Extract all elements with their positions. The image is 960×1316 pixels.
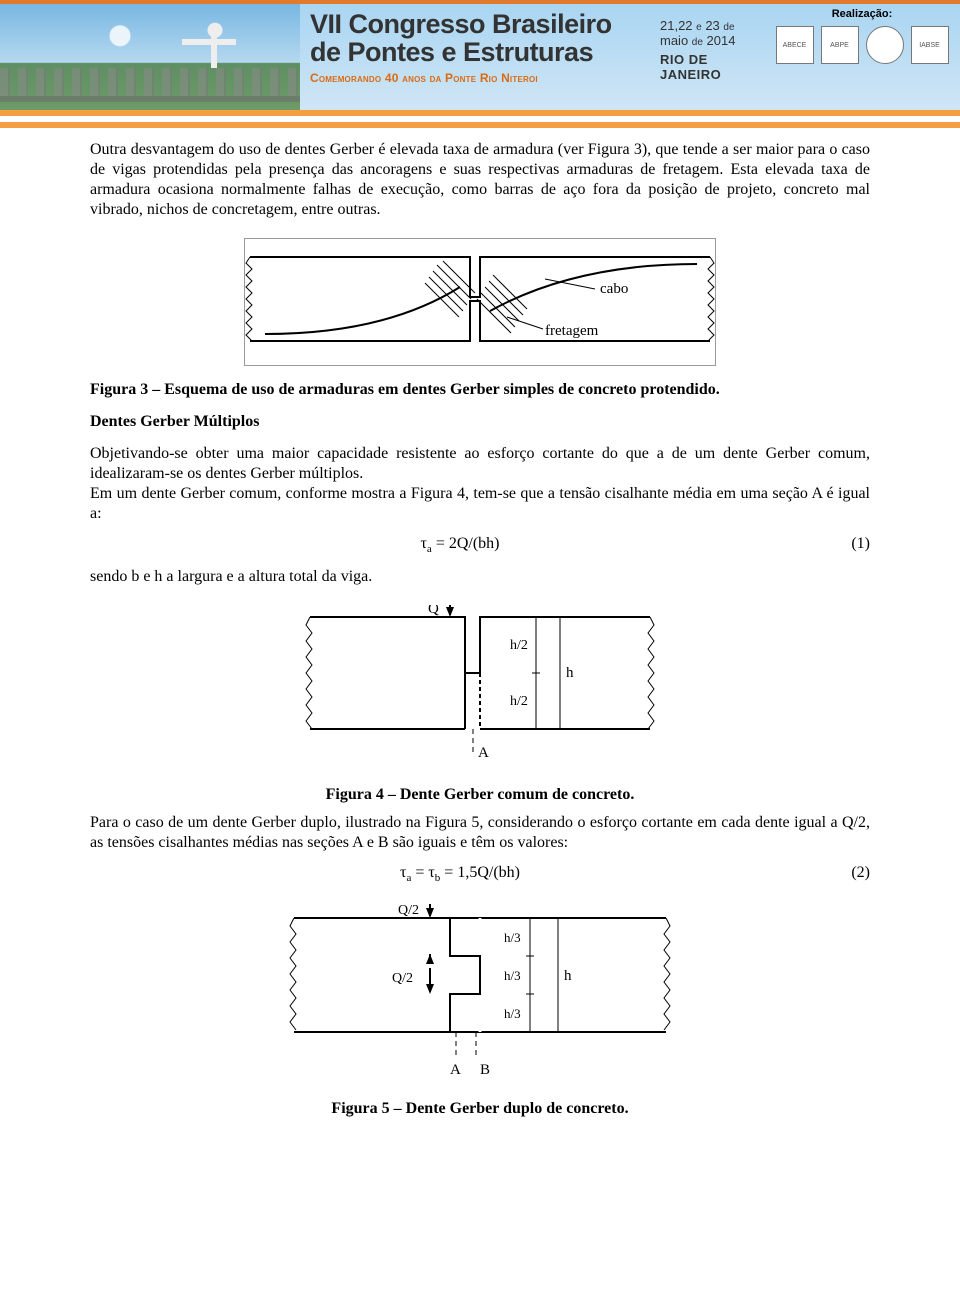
banner-date-line2: maio de 2014 [660, 33, 770, 48]
banner-photo [0, 4, 300, 110]
fig5-h3a: h/3 [504, 930, 521, 945]
fig5-h3c: h/3 [504, 1006, 521, 1021]
fig4-h2a: h/2 [510, 638, 528, 653]
paragraph-1: Outra desvantagem do uso de dentes Gerbe… [90, 140, 870, 220]
fig3-label-cabo: cabo [600, 281, 628, 297]
header-banner: VII Congresso Brasileiro de Pontes e Est… [0, 0, 960, 116]
eq2-mid: = τ [411, 864, 434, 881]
fig5-B: B [480, 1062, 490, 1078]
equation-1: τa = 2Q/(bh) (1) [90, 534, 870, 557]
paragraph-4: sendo b e h a largura e a altura total d… [90, 567, 870, 587]
logo-row: ABECE ABPE IABSE [772, 26, 952, 64]
figure-4-caption: Figura 4 – Dente Gerber comum de concret… [90, 785, 870, 805]
banner-date-block: 21,22 e 23 de maio de 2014 RIO DE JANEIR… [660, 4, 770, 110]
figure-3-caption: Figura 3 – Esquema de uso de armaduras e… [90, 380, 870, 400]
banner-title-line1: VII Congresso Brasileiro [310, 10, 650, 38]
date-part: maio [660, 33, 692, 48]
logo-abpe: ABPE [821, 26, 859, 64]
fig4-h: h [566, 665, 574, 681]
banner-date-line1: 21,22 e 23 de [660, 18, 770, 33]
banner-subtitle: Comemorando 40 anos da Ponte Rio Niteroi [310, 71, 650, 85]
fig5-h: h [564, 968, 572, 984]
realizacao-label: Realização: [772, 8, 952, 20]
date-part: de [723, 22, 734, 33]
eq2-number: (2) [830, 863, 870, 883]
fig5-A: A [450, 1062, 461, 1078]
banner-title-line2: de Pontes e Estruturas [310, 38, 650, 66]
page-content: Outra desvantagem do uso de dentes Gerbe… [0, 140, 960, 1157]
fig4-A: A [478, 745, 489, 761]
date-part: 23 [702, 18, 724, 33]
figure-5: Q/2 Q/2 h/3 h/3 h/3 h A B [90, 904, 870, 1085]
paragraph-2: Objetivando-se obter uma maior capacidad… [90, 444, 870, 484]
banner-city: RIO DE JANEIRO [660, 52, 770, 82]
fig5-Q2b: Q/2 [392, 971, 413, 986]
paragraph-3: Em um dente Gerber comum, conforme mostr… [90, 484, 870, 524]
fig5-Q2a: Q/2 [398, 904, 419, 918]
figure-4: Q h/2 h/2 h A [90, 605, 870, 771]
banner-divider [0, 122, 960, 128]
paragraph-5: Para o caso de um dente Gerber duplo, il… [90, 813, 870, 853]
figure-3-svg: cabo fretagem [245, 239, 715, 359]
fig5-h3b: h/3 [504, 968, 521, 983]
banner-title-block: VII Congresso Brasileiro de Pontes e Est… [300, 4, 660, 110]
fig4-h2b: h/2 [510, 694, 528, 709]
figure-5-caption: Figura 5 – Dente Gerber duplo de concret… [90, 1099, 870, 1119]
figure-3: cabo fretagem [90, 238, 870, 366]
logo-round [866, 26, 904, 64]
figure-4-svg: Q h/2 h/2 h A [300, 605, 660, 765]
logo-iabse: IABSE [911, 26, 949, 64]
date-part: de [692, 37, 703, 48]
eq2-rhs: = 1,5Q/(bh) [440, 864, 520, 881]
figure-5-svg: Q/2 Q/2 h/3 h/3 h/3 h A B [280, 904, 680, 1079]
fig3-label-fretagem: fretagem [545, 323, 599, 339]
date-part: 21,22 [660, 18, 696, 33]
logo-abece: ABECE [776, 26, 814, 64]
fig4-Q: Q [428, 605, 439, 617]
eq1-number: (1) [830, 534, 870, 554]
section-heading-multiplos: Dentes Gerber Múltiplos [90, 412, 870, 432]
date-part: 2014 [703, 33, 736, 48]
banner-logos: Realização: ABECE ABPE IABSE [770, 4, 960, 110]
eq1-rhs: = 2Q/(bh) [432, 535, 500, 552]
equation-2: τa = τb = 1,5Q/(bh) (2) [90, 863, 870, 886]
